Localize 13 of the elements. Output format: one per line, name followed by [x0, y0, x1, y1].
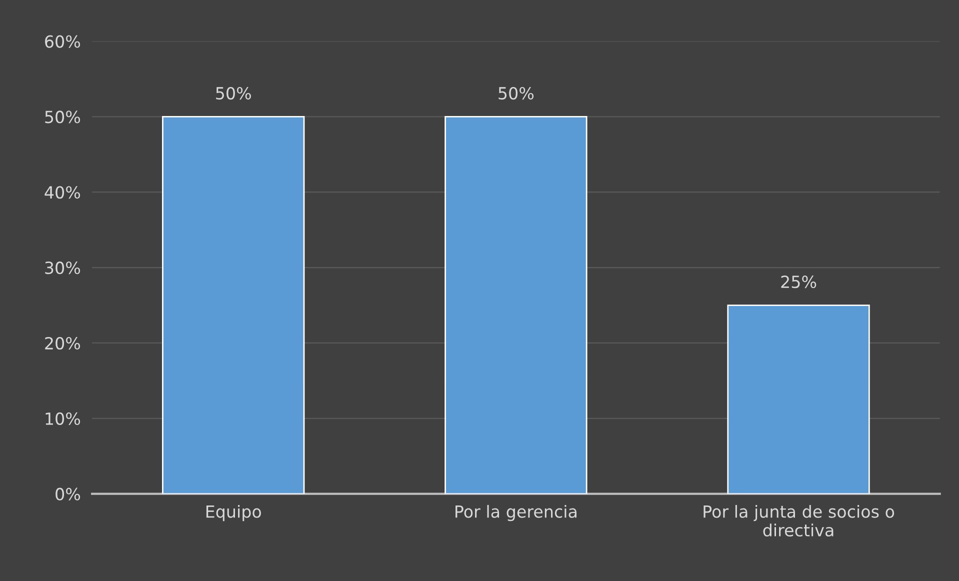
data-label: 50% — [498, 86, 534, 100]
y-tick-label: 60% — [45, 35, 80, 48]
y-tick-label: 50% — [45, 110, 80, 124]
x-tick-label: Por la gerencia — [456, 504, 576, 522]
y-tick-label: 10% — [46, 412, 80, 425]
data-label: 50% — [216, 86, 251, 100]
y-tick-label: 40% — [44, 186, 80, 199]
data-label: 25% — [781, 276, 816, 288]
y-tick-label: 20% — [45, 336, 80, 350]
x-tick-label: Por la junta de socios o directiva — [704, 504, 894, 537]
y-tick-label: 0% — [56, 488, 80, 500]
y-tick-label: 30% — [45, 262, 80, 274]
x-tick-label: Equipo — [206, 504, 261, 522]
